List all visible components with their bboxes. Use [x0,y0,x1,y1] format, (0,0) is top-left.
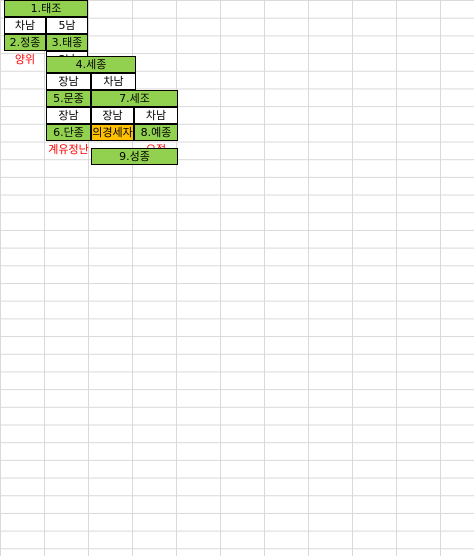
cell-son-label[interactable]: 장남 [91,107,134,124]
note-abdication: 양위 [14,53,36,66]
cell-uigyeong-seja[interactable]: 의경세자 [91,124,134,141]
cell-son-label[interactable]: 차남 [134,107,178,124]
cell-son-label[interactable]: 5남 [46,17,88,34]
cell-yejong[interactable]: 8.예종 [134,124,178,141]
cell-taejong[interactable]: 3.태종 [46,34,88,51]
cell-taejo[interactable]: 1.태조 [4,0,88,17]
cell-son-label[interactable]: 차남 [4,17,46,34]
cell-munjong[interactable]: 5.문종 [46,90,91,107]
cell-jeongjong[interactable]: 2.정종 [4,34,46,51]
cell-sejo[interactable]: 7.세조 [91,90,178,107]
cell-son-label[interactable]: 장남 [46,73,91,90]
cell-seongjong[interactable]: 9.성종 [91,148,178,165]
cell-sejong[interactable]: 4.세종 [46,56,136,73]
note-gyeyujeongnan: 계유정난 [48,143,89,156]
cell-son-label[interactable]: 장남 [46,107,91,124]
cell-danjong[interactable]: 6.단종 [46,124,91,141]
cell-son-label[interactable]: 차남 [91,73,136,90]
